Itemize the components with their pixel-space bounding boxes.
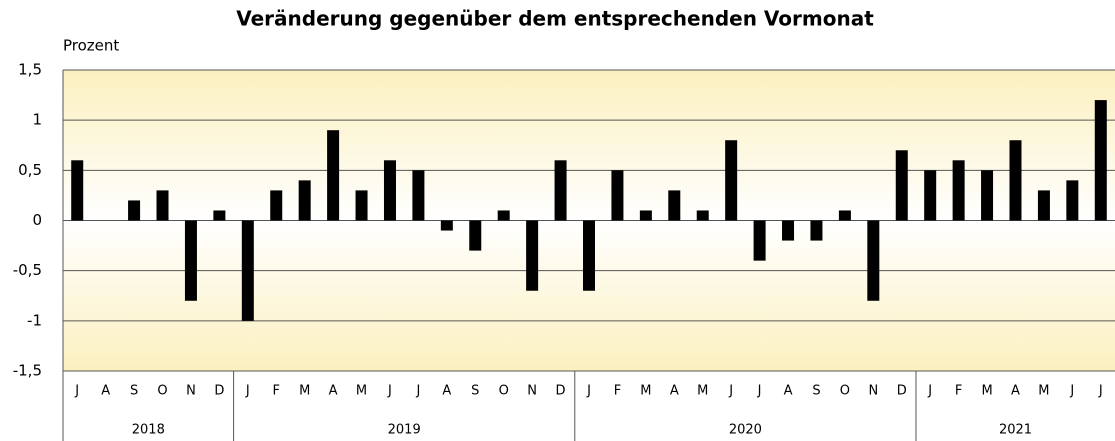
y-tick-label: -1,5 bbox=[13, 362, 42, 380]
bar bbox=[782, 220, 795, 241]
x-tick-label: S bbox=[471, 384, 479, 399]
y-axis-label: Prozent bbox=[63, 37, 119, 55]
x-tick-label: N bbox=[186, 384, 196, 399]
bar bbox=[241, 220, 254, 321]
x-tick-label: O bbox=[840, 384, 850, 399]
bar bbox=[952, 160, 965, 221]
x-tick-label: A bbox=[784, 384, 793, 399]
x-tick-label: S bbox=[130, 384, 138, 399]
bar bbox=[71, 160, 84, 221]
y-tick-label: -0,5 bbox=[13, 261, 42, 279]
x-tick-label: N bbox=[868, 384, 878, 399]
x-tick-label: M bbox=[640, 384, 651, 399]
y-tick-label: 1,5 bbox=[18, 61, 42, 79]
x-tick-label: J bbox=[586, 384, 591, 399]
chart-title: Veränderung gegenüber dem entsprechenden… bbox=[236, 7, 874, 31]
bar bbox=[924, 170, 937, 221]
x-tick-label: J bbox=[74, 384, 79, 399]
bar bbox=[440, 220, 453, 231]
x-tick-label: A bbox=[442, 384, 451, 399]
bar bbox=[526, 220, 539, 291]
x-tick-label: D bbox=[897, 384, 907, 399]
bar bbox=[1094, 100, 1107, 221]
x-tick-label: M bbox=[981, 384, 992, 399]
bar bbox=[469, 220, 482, 251]
bar bbox=[696, 210, 709, 221]
x-tick-label: S bbox=[812, 384, 820, 399]
x-tick-label: M bbox=[1038, 384, 1049, 399]
bar bbox=[1009, 140, 1022, 221]
x-tick-label: J bbox=[245, 384, 250, 399]
bar bbox=[412, 170, 425, 221]
x-tick-label: N bbox=[527, 384, 537, 399]
bar bbox=[895, 150, 908, 221]
bar bbox=[156, 190, 169, 221]
year-label: 2020 bbox=[729, 423, 762, 438]
y-tick-label: -1 bbox=[27, 311, 42, 329]
x-tick-label: J bbox=[728, 384, 733, 399]
y-tick-label: 0,5 bbox=[18, 161, 42, 179]
bar bbox=[583, 220, 595, 291]
x-tick-label: F bbox=[955, 384, 962, 399]
bar bbox=[497, 210, 510, 221]
bar bbox=[1037, 190, 1050, 221]
bar bbox=[554, 160, 567, 221]
bar bbox=[128, 200, 141, 221]
bar bbox=[298, 180, 311, 221]
x-tick-label: J bbox=[1069, 384, 1074, 399]
y-tick-label: 1 bbox=[32, 111, 42, 129]
x-tick-label: J bbox=[927, 384, 932, 399]
year-label: 2018 bbox=[132, 423, 165, 438]
x-tick-label: D bbox=[214, 384, 224, 399]
bar bbox=[668, 190, 681, 221]
x-tick-label: J bbox=[757, 384, 762, 399]
bar bbox=[184, 220, 197, 301]
x-tick-label: F bbox=[273, 384, 280, 399]
year-label: 2021 bbox=[999, 423, 1032, 438]
x-tick-label: J bbox=[415, 384, 420, 399]
bar bbox=[611, 170, 624, 221]
x-tick-label: A bbox=[101, 384, 110, 399]
bar bbox=[383, 160, 396, 221]
x-tick-label: O bbox=[157, 384, 167, 399]
x-tick-label: J bbox=[1098, 384, 1103, 399]
bar bbox=[355, 190, 368, 221]
bar bbox=[327, 130, 340, 221]
bar bbox=[270, 190, 283, 221]
x-tick-label: M bbox=[356, 384, 367, 399]
x-tick-label: F bbox=[614, 384, 621, 399]
y-tick-label: 0 bbox=[32, 211, 42, 229]
bar bbox=[753, 220, 766, 261]
bar bbox=[810, 220, 823, 241]
bar bbox=[725, 140, 738, 221]
x-tick-label: O bbox=[499, 384, 509, 399]
year-label: 2019 bbox=[388, 423, 421, 438]
bar bbox=[838, 210, 851, 221]
bar bbox=[639, 210, 652, 221]
bar bbox=[213, 210, 226, 221]
x-tick-label: A bbox=[329, 384, 338, 399]
bar bbox=[867, 220, 880, 301]
x-tick-label: J bbox=[387, 384, 392, 399]
x-tick-label: M bbox=[697, 384, 708, 399]
bar bbox=[981, 170, 994, 221]
bar bbox=[1066, 180, 1079, 221]
x-tick-label: M bbox=[299, 384, 310, 399]
x-tick-label: D bbox=[556, 384, 566, 399]
x-tick-label: A bbox=[670, 384, 679, 399]
x-tick-label: A bbox=[1011, 384, 1020, 399]
